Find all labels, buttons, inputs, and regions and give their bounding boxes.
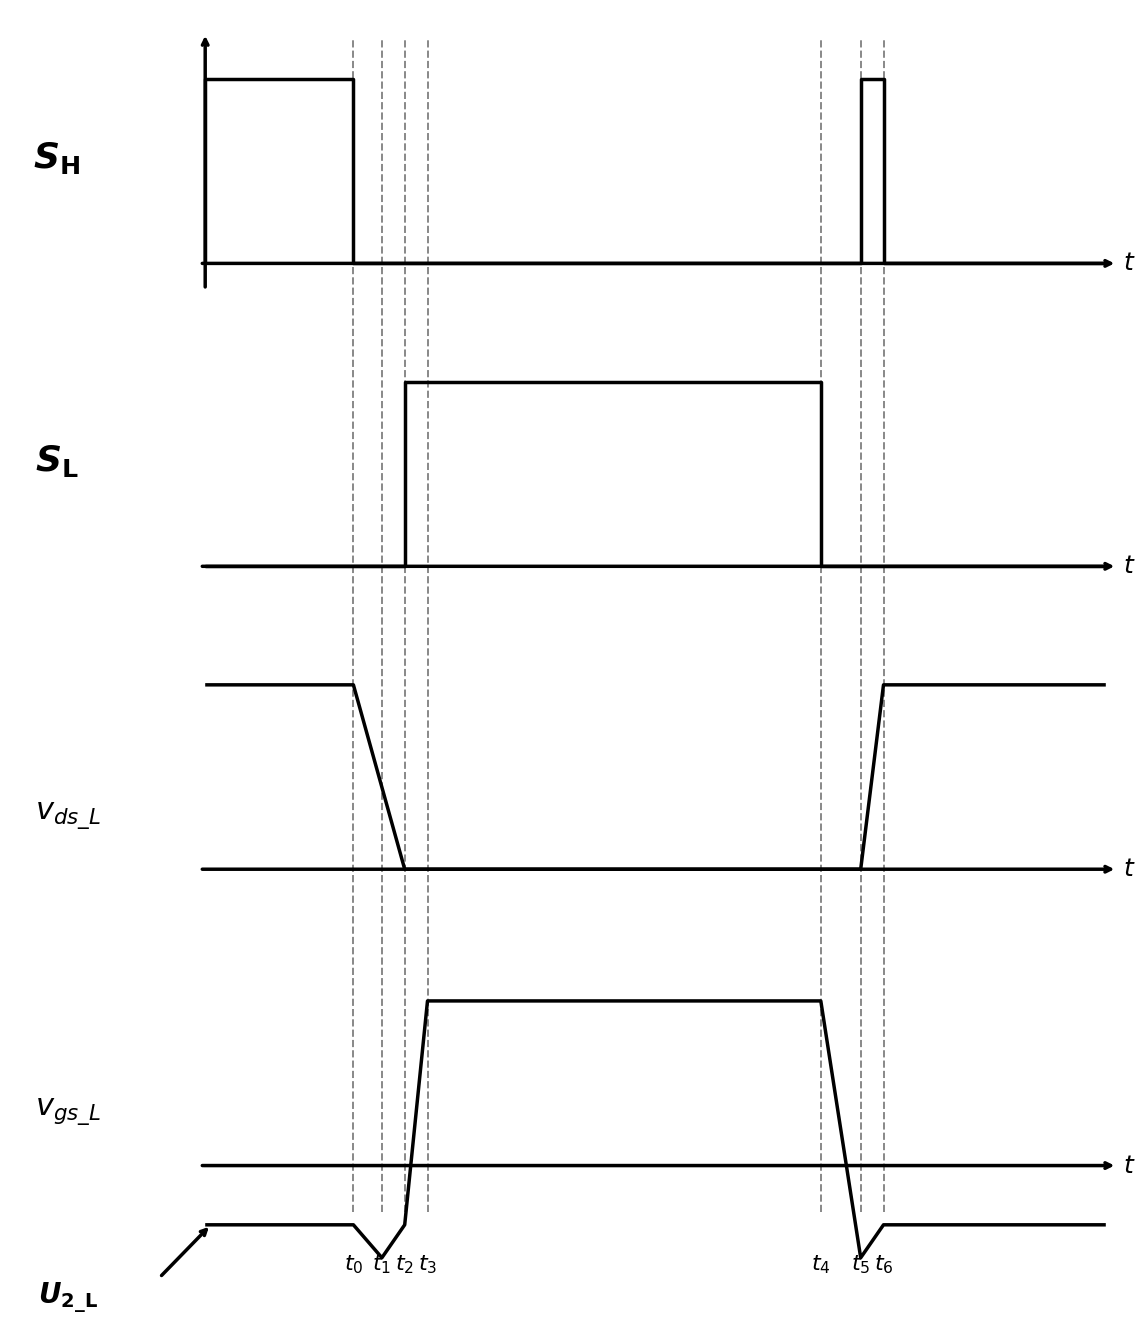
Text: $v_{ds\_L}$: $v_{ds\_L}$ [35,801,101,832]
Text: $t_0$: $t_0$ [343,1252,364,1276]
Text: $v_{gs\_L}$: $v_{gs\_L}$ [35,1097,101,1129]
Text: $t_5$: $t_5$ [852,1252,870,1276]
Text: $t_3$: $t_3$ [418,1252,437,1276]
Text: $t_4$: $t_4$ [811,1252,831,1276]
Text: $\boldsymbol{U}_{\mathbf{2\_L}}$: $\boldsymbol{U}_{\mathbf{2\_L}}$ [39,1280,98,1314]
Text: $t_1$: $t_1$ [373,1252,391,1276]
Text: $t_6$: $t_6$ [873,1252,894,1276]
Text: $t$: $t$ [1123,857,1135,881]
Text: $t_2$: $t_2$ [396,1252,414,1276]
Text: $t$: $t$ [1123,1154,1135,1177]
Text: $\boldsymbol{S}_{\mathbf{L}}$: $\boldsymbol{S}_{\mathbf{L}}$ [35,443,79,479]
Text: $t$: $t$ [1123,252,1135,275]
Text: $t$: $t$ [1123,554,1135,578]
Text: $\boldsymbol{S}_{\mathbf{H}}$: $\boldsymbol{S}_{\mathbf{H}}$ [33,140,81,176]
